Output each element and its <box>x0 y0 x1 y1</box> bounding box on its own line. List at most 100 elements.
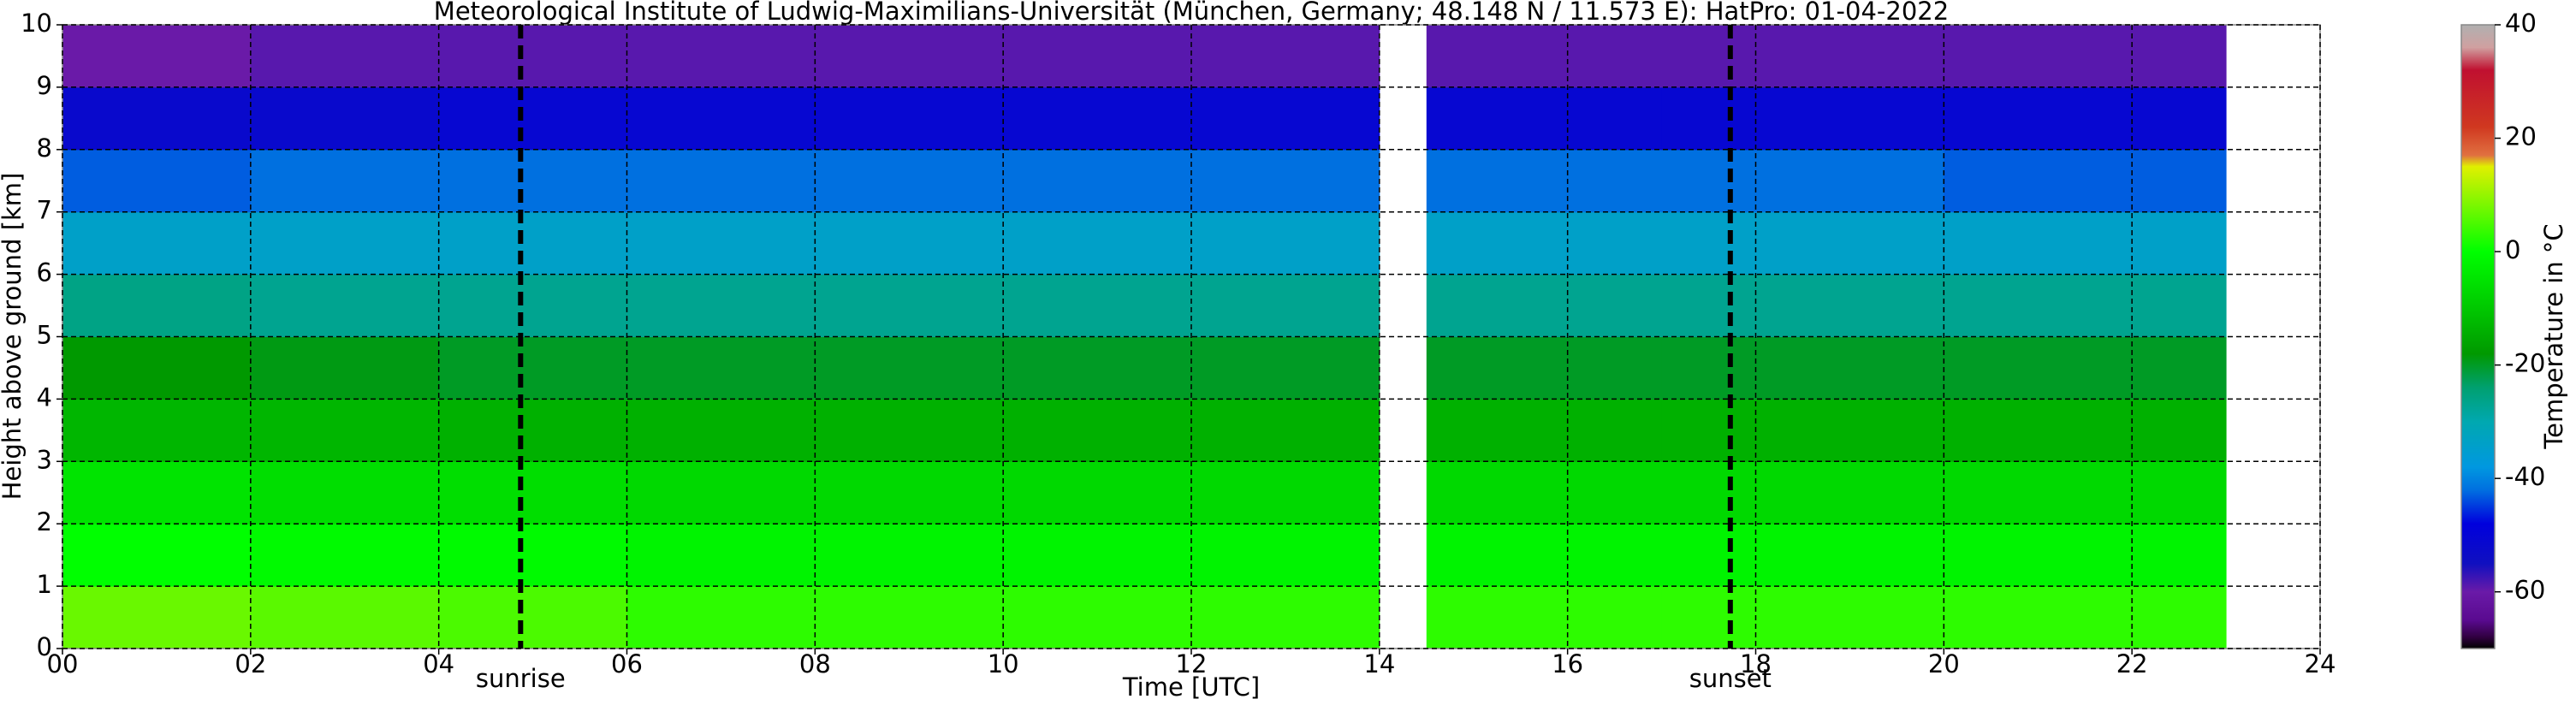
y-tick-label: 10 <box>21 9 52 38</box>
heatmap-cell <box>1661 461 1944 524</box>
x-tick-label: 06 <box>611 649 643 678</box>
heatmap-cell <box>250 399 440 462</box>
x-tick-label: 22 <box>2116 649 2148 678</box>
heatmap-cell <box>1426 211 1663 275</box>
heatmap-cell <box>1426 524 1663 587</box>
x-tick-label: 20 <box>1928 649 1960 678</box>
y-tick-label: 7 <box>37 196 52 225</box>
heatmap-cell <box>1944 524 2227 587</box>
heatmap-cell <box>815 86 1004 151</box>
y-tick-label: 4 <box>37 382 52 412</box>
annotation-label: sunrise <box>476 664 566 693</box>
heatmap-cell <box>1191 86 1380 151</box>
y-tick-label: 2 <box>37 507 52 536</box>
heatmap-cell <box>250 25 440 88</box>
heatmap-cell <box>626 274 816 337</box>
heatmap-cell <box>1191 25 1380 88</box>
heatmap-cell <box>626 524 816 587</box>
heatmap-cell <box>62 586 252 649</box>
x-tick-label: 00 <box>47 649 79 678</box>
heatmap-cell <box>438 211 627 275</box>
heatmap-cell <box>1661 25 1944 88</box>
heatmap-cell <box>1003 524 1192 587</box>
y-tick-label: 3 <box>37 445 52 474</box>
heatmap-cell <box>1191 399 1380 462</box>
heatmap-cell <box>1191 274 1380 337</box>
heatmap-cell <box>1944 336 2227 400</box>
heatmap-cell <box>1191 211 1380 275</box>
heatmap-cell <box>1426 399 1663 462</box>
heatmap-cell <box>62 25 252 88</box>
heatmap-cell <box>1426 274 1663 337</box>
heatmap-cell <box>62 86 252 151</box>
heatmap-cell <box>1426 86 1663 151</box>
heatmap-cell <box>1191 336 1380 400</box>
heatmap-cell <box>815 399 1004 462</box>
heatmap-cell <box>250 274 440 337</box>
heatmap-cell <box>62 274 252 337</box>
x-tick-label: 02 <box>234 649 266 678</box>
heatmap-cell <box>62 149 252 213</box>
heatmap-cell <box>1944 274 2227 337</box>
heatmap-cell <box>1661 274 1944 337</box>
heatmap-cell <box>1191 149 1380 213</box>
colorbar-tick-label: -60 <box>2505 576 2545 605</box>
colorbar-tick-label: -40 <box>2505 462 2545 491</box>
heatmap-cell <box>250 461 440 524</box>
heatmap-cell <box>1003 211 1192 275</box>
heatmap-cell <box>815 586 1004 649</box>
heatmap-cell <box>1003 586 1192 649</box>
heatmap-cell <box>438 524 627 587</box>
heatmap-cell <box>250 211 440 275</box>
x-tick-label: 08 <box>799 649 831 678</box>
heatmap-cell <box>815 149 1004 213</box>
heatmap-cell <box>626 461 816 524</box>
heatmap-cell <box>626 336 816 400</box>
heatmap-cell <box>438 586 627 649</box>
heatmap-cell <box>626 25 816 88</box>
heatmap-cell <box>815 25 1004 88</box>
y-tick-label: 9 <box>37 71 52 100</box>
heatmap-cell <box>1003 461 1192 524</box>
annotation-label: sunset <box>1689 664 1772 693</box>
x-axis-label: Time [UTC] <box>1122 672 1260 702</box>
heatmap-cell <box>1944 211 2227 275</box>
heatmap-cell <box>1003 274 1192 337</box>
heatmap-cell <box>1191 524 1380 587</box>
heatmap-cell <box>815 211 1004 275</box>
heatmap-cell <box>1944 399 2227 462</box>
heatmap-cell <box>626 86 816 151</box>
colorbar-tick-label: 40 <box>2505 9 2537 38</box>
heatmap-cell <box>250 86 440 151</box>
heatmap-cell <box>1661 524 1944 587</box>
heatmap-cell <box>1661 211 1944 275</box>
heatmap-cell <box>1426 586 1663 649</box>
heatmap-cell <box>438 461 627 524</box>
heatmap-cell <box>626 149 816 213</box>
heatmap-cell <box>1003 86 1192 151</box>
heatmap-cell <box>1426 336 1663 400</box>
colorbar-tick-label: -20 <box>2505 349 2545 378</box>
heatmap-cell <box>438 25 627 88</box>
colorbar-tick-label: 20 <box>2505 122 2537 151</box>
x-tick-label: 24 <box>2305 649 2336 678</box>
heatmap-cell <box>1661 336 1944 400</box>
y-tick-label: 5 <box>37 321 52 350</box>
heatmap-cell <box>62 336 252 400</box>
heatmap-cell <box>1191 461 1380 524</box>
heatmap-cell <box>626 399 816 462</box>
chart-title: Meteorological Institute of Ludwig-Maxim… <box>434 0 1949 26</box>
heatmap-cell <box>815 274 1004 337</box>
heatmap-cell <box>438 149 627 213</box>
y-tick-label: 0 <box>37 632 52 661</box>
heatmap-cell <box>1003 25 1192 88</box>
heatmap-cell <box>815 524 1004 587</box>
heatmap-cell <box>1191 586 1380 649</box>
heatmap-cell <box>1426 25 1663 88</box>
heatmap-cell <box>438 336 627 400</box>
heatmap-cell <box>62 211 252 275</box>
heatmap-cell <box>1944 149 2227 213</box>
heatmap-cell <box>1944 461 2227 524</box>
heatmap-cell <box>1661 149 1944 213</box>
